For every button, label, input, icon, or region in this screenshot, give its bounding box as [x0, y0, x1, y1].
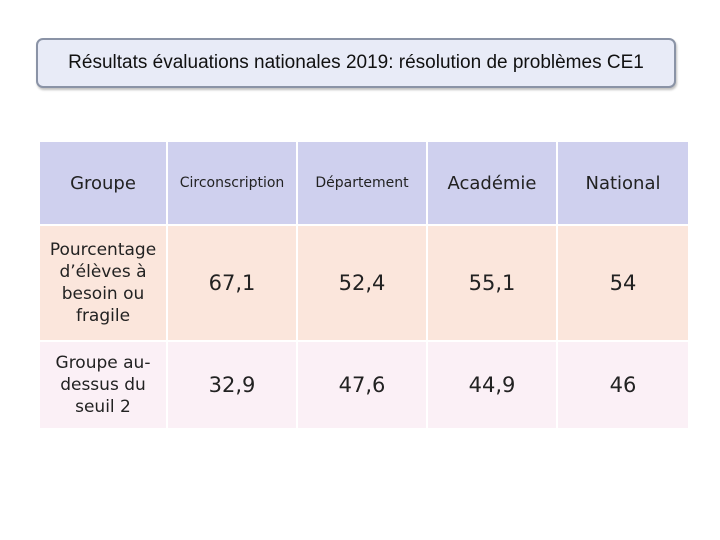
header-national: National	[556, 140, 690, 226]
cell-circonscription: 32,9	[166, 340, 298, 430]
header-groupe: Groupe	[38, 140, 168, 226]
header-departement: Département	[296, 140, 428, 226]
cell-departement: 52,4	[296, 224, 428, 342]
slide-title-text: Résultats évaluations nationales 2019: r…	[68, 52, 644, 73]
header-circonscription: Circonscription	[166, 140, 298, 226]
cell-academie: 44,9	[426, 340, 558, 430]
table-header-row: Groupe Circonscription Département Acadé…	[38, 140, 690, 226]
row-label-besoin-fragile: Pourcentage d’élèves à besoin ou fragile	[38, 224, 168, 342]
table-row: Pourcentage d’élèves à besoin ou fragile…	[38, 224, 690, 342]
cell-academie: 55,1	[426, 224, 558, 342]
table-row: Groupe au-dessus du seuil 2 32,9 47,6 44…	[38, 340, 690, 430]
cell-departement: 47,6	[296, 340, 428, 430]
row-label-au-dessus-seuil: Groupe au-dessus du seuil 2	[38, 340, 168, 430]
cell-national: 54	[556, 224, 690, 342]
results-table: Groupe Circonscription Département Acadé…	[38, 140, 690, 430]
slide-title: Résultats évaluations nationales 2019: r…	[36, 38, 676, 88]
header-academie: Académie	[426, 140, 558, 226]
cell-circonscription: 67,1	[166, 224, 298, 342]
cell-national: 46	[556, 340, 690, 430]
